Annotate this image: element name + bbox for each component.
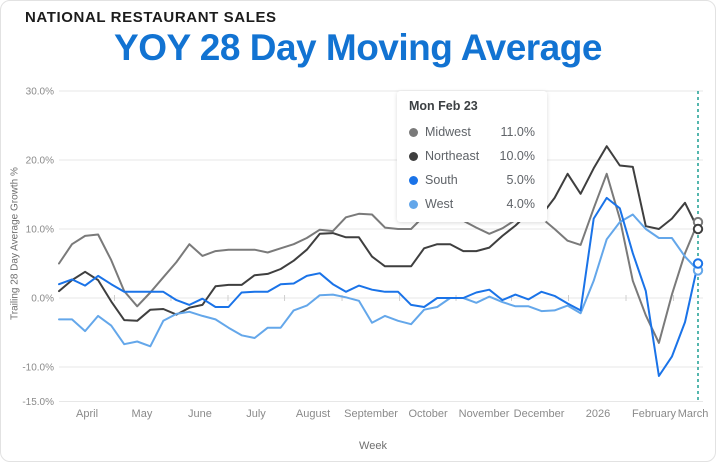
y-tick-label: -10.0% (22, 363, 54, 374)
legend-series-value: 5.0% (506, 173, 536, 187)
tooltip-date: Mon Feb 23 (409, 99, 478, 113)
legend-dot-icon (409, 127, 418, 137)
report-eyebrow: NATIONAL RESTAURANT SALES (25, 9, 277, 26)
x-tick-label: November (459, 408, 510, 420)
series-line-northeast (58, 145, 699, 322)
x-tick-label: August (296, 408, 330, 420)
y-tick-label: 0.0% (31, 294, 54, 305)
x-tick-label: April (76, 408, 98, 420)
legend-dot-icon (409, 199, 418, 209)
y-tick-label: -15.0% (22, 397, 54, 408)
legend-series-value: 10.0% (499, 149, 535, 163)
legend-row: Northeast 10.0% (409, 144, 535, 168)
x-tick-label: May (132, 408, 153, 420)
series-line-west (58, 213, 699, 348)
x-tick-label: June (188, 408, 212, 420)
x-tick-label: 2026 (586, 408, 610, 420)
y-axis-title: Trailing 28 Day Average Growth % (9, 167, 21, 320)
legend-series-name: Midwest (425, 125, 471, 139)
legend-row: West 4.0% (409, 192, 535, 216)
x-tick-label: March (678, 408, 709, 420)
legend-dot-icon (409, 175, 418, 185)
x-axis-title: Week (359, 440, 387, 452)
legend-dot-icon (409, 151, 418, 161)
legend-series-name: Northeast (425, 149, 480, 163)
x-tick-label: September (344, 408, 398, 420)
tooltip-rows: Midwest 11.0% Northeast 10.0% South 5.0% West 4… (409, 120, 535, 216)
legend-series-name: South (425, 173, 458, 187)
series-end-marker-south (692, 258, 704, 269)
legend-series-value: 11.0% (500, 125, 535, 139)
legend-row: Midwest 11.0% (409, 120, 535, 144)
series-line-south (58, 196, 699, 377)
page-title: YOY 28 Day Moving Average (114, 27, 602, 68)
series-end-marker-northeast (692, 223, 704, 235)
x-tick-label: December (514, 408, 565, 420)
legend-series-value: 4.0% (506, 197, 536, 211)
legend-series-name: West (425, 197, 454, 211)
x-tick-label: October (408, 408, 447, 420)
y-tick-label: 20.0% (26, 156, 54, 167)
chart-tooltip: Mon Feb 23 Midwest 11.0% Northeast 10.0% Sou… (397, 91, 547, 222)
x-tick-label: July (246, 408, 266, 420)
y-tick-label: 30.0% (26, 87, 54, 98)
y-tick-label: 10.0% (26, 225, 54, 236)
x-tick-label: February (632, 408, 677, 420)
series-line-midwest (58, 172, 699, 344)
legend-row: South 5.0% (409, 168, 535, 192)
